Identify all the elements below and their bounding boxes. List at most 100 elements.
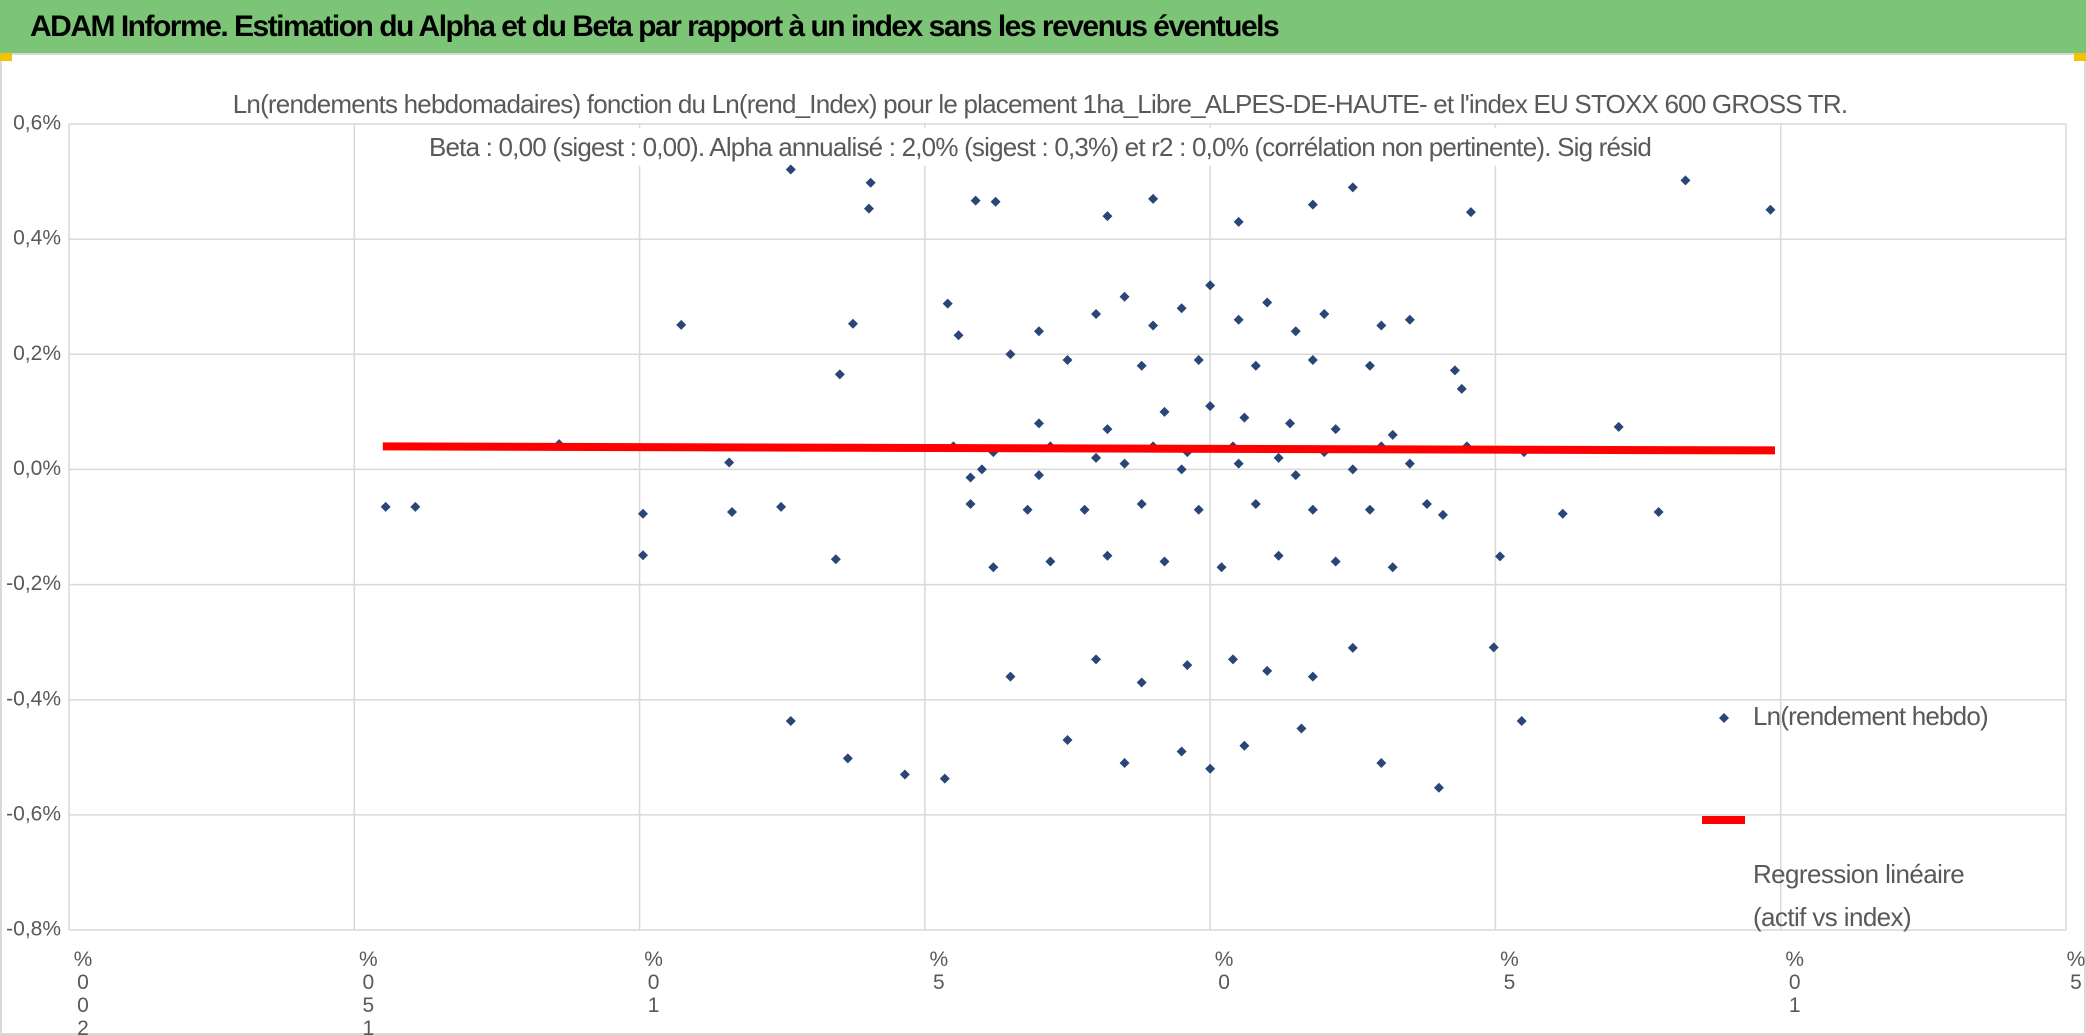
corner bbox=[2074, 53, 2086, 61]
scatter-point bbox=[1227, 654, 1238, 665]
scatter-point bbox=[1091, 654, 1102, 665]
scatter-point bbox=[1033, 470, 1044, 481]
scatter-point bbox=[1193, 355, 1204, 366]
scatter-point bbox=[939, 773, 950, 784]
scatter-point bbox=[1421, 498, 1432, 509]
scatter-point bbox=[1437, 509, 1448, 520]
scatter-point bbox=[1364, 360, 1375, 371]
scatter-point bbox=[965, 472, 976, 483]
scatter-point bbox=[1307, 199, 1318, 210]
scatter-point bbox=[1347, 642, 1358, 653]
scatter-point bbox=[1347, 182, 1358, 193]
chart: 0,6% 0,4% 0,2% 0,0% -0,2% -0,4% -0,6% -0,8% %002… bbox=[0, 53, 2086, 1035]
scatter-point bbox=[380, 501, 391, 512]
scatter-point bbox=[1102, 550, 1113, 561]
scatter-point bbox=[1307, 504, 1318, 515]
scatter-point bbox=[1273, 550, 1284, 561]
scatter-point bbox=[953, 330, 964, 341]
scatter-point bbox=[970, 195, 981, 206]
scatter-point bbox=[724, 457, 735, 468]
y-tick-label: -0,6% bbox=[6, 802, 61, 825]
chart-title: Beta : 0,00 (sigest : 0,00). Alpha annua… bbox=[429, 132, 1651, 162]
scatter-point bbox=[1136, 360, 1147, 371]
y-tick-label: 0,2% bbox=[13, 342, 61, 365]
scatter-point bbox=[1119, 458, 1130, 469]
scatter-point bbox=[988, 562, 999, 573]
corner bbox=[0, 53, 12, 61]
x-tick-label: %01 bbox=[1783, 948, 1806, 1017]
scatter-point bbox=[1449, 365, 1460, 376]
legend-label: Regression linéaire (actif vs index) bbox=[1753, 859, 1965, 932]
scatter-point bbox=[1433, 782, 1444, 793]
scatter-point bbox=[1387, 429, 1398, 440]
scatter-point bbox=[1233, 216, 1244, 227]
scatter-point bbox=[1456, 383, 1467, 394]
scatter-point bbox=[1307, 671, 1318, 682]
scatter-point bbox=[637, 508, 648, 519]
chart-border bbox=[0, 53, 2086, 1035]
legend-label: Ln(rendement hebdo) bbox=[1753, 701, 1988, 731]
scatter-point bbox=[785, 164, 796, 175]
x-tick-label: %5 bbox=[927, 948, 950, 994]
scatter-point bbox=[1364, 504, 1375, 515]
y-tick-label: 0,4% bbox=[13, 227, 61, 250]
scatter-point bbox=[1347, 464, 1358, 475]
scatter-point bbox=[1765, 204, 1776, 215]
scatter-point bbox=[1205, 280, 1216, 291]
scatter-point bbox=[1176, 746, 1187, 757]
scatter-point bbox=[1119, 758, 1130, 769]
y-tick-label: -0,2% bbox=[6, 572, 61, 595]
scatter-point bbox=[830, 554, 841, 565]
scatter-point bbox=[776, 501, 787, 512]
scatter-point bbox=[1233, 458, 1244, 469]
scatter-point bbox=[1045, 556, 1056, 567]
y-tick-label: -0,8% bbox=[6, 918, 61, 941]
scatter-point bbox=[1387, 562, 1398, 573]
scatter-point bbox=[785, 716, 796, 727]
x-tick-label: %5 bbox=[2065, 948, 2086, 994]
title-background bbox=[222, 84, 1858, 123]
x-tick-label: %051 bbox=[357, 948, 380, 1035]
scatter-point bbox=[1516, 716, 1527, 727]
scatter-point bbox=[1404, 314, 1415, 325]
scatter-point bbox=[865, 177, 876, 188]
scatter-point bbox=[1290, 470, 1301, 481]
scatter-point bbox=[942, 298, 953, 309]
scatter-point bbox=[676, 319, 687, 330]
scatter-point bbox=[1136, 677, 1147, 688]
scatter-point bbox=[637, 550, 648, 561]
scatter-point bbox=[976, 464, 987, 475]
scatter-point bbox=[1330, 556, 1341, 567]
scatter-point bbox=[1250, 498, 1261, 509]
scatter-point bbox=[1159, 406, 1170, 417]
scatter-point bbox=[965, 498, 976, 509]
scatter-point bbox=[1488, 642, 1499, 653]
scatter-point bbox=[1091, 452, 1102, 463]
x-tick-label: %002 bbox=[72, 948, 95, 1035]
title-background bbox=[418, 127, 1662, 166]
x-tick-label: %0 bbox=[1213, 948, 1236, 994]
scatter-point bbox=[1613, 421, 1624, 432]
scatter-point bbox=[899, 769, 910, 780]
scatter-point bbox=[1148, 320, 1159, 331]
scatter-point bbox=[1307, 355, 1318, 366]
scatter-point bbox=[1319, 308, 1330, 319]
scatter-point bbox=[1136, 498, 1147, 509]
scatter-point bbox=[727, 507, 738, 518]
y-tick-label: 0,0% bbox=[13, 457, 61, 480]
scatter-point bbox=[847, 318, 858, 329]
scatter-point bbox=[1680, 175, 1691, 186]
scatter-point bbox=[1102, 211, 1113, 222]
chart-title: Ln(rendements hebdomadaires) fonction du… bbox=[233, 89, 1848, 119]
scatter-point bbox=[1062, 735, 1073, 746]
scatter-point bbox=[1250, 360, 1261, 371]
scatter-point bbox=[1193, 504, 1204, 515]
scatter-point bbox=[1465, 207, 1476, 218]
scatter-point bbox=[834, 369, 845, 380]
scatter-point bbox=[1102, 424, 1113, 435]
scatter-point bbox=[1079, 504, 1090, 515]
scatter-point bbox=[1091, 308, 1102, 319]
scatter-point bbox=[1262, 297, 1273, 308]
scatter-point bbox=[1062, 355, 1073, 366]
